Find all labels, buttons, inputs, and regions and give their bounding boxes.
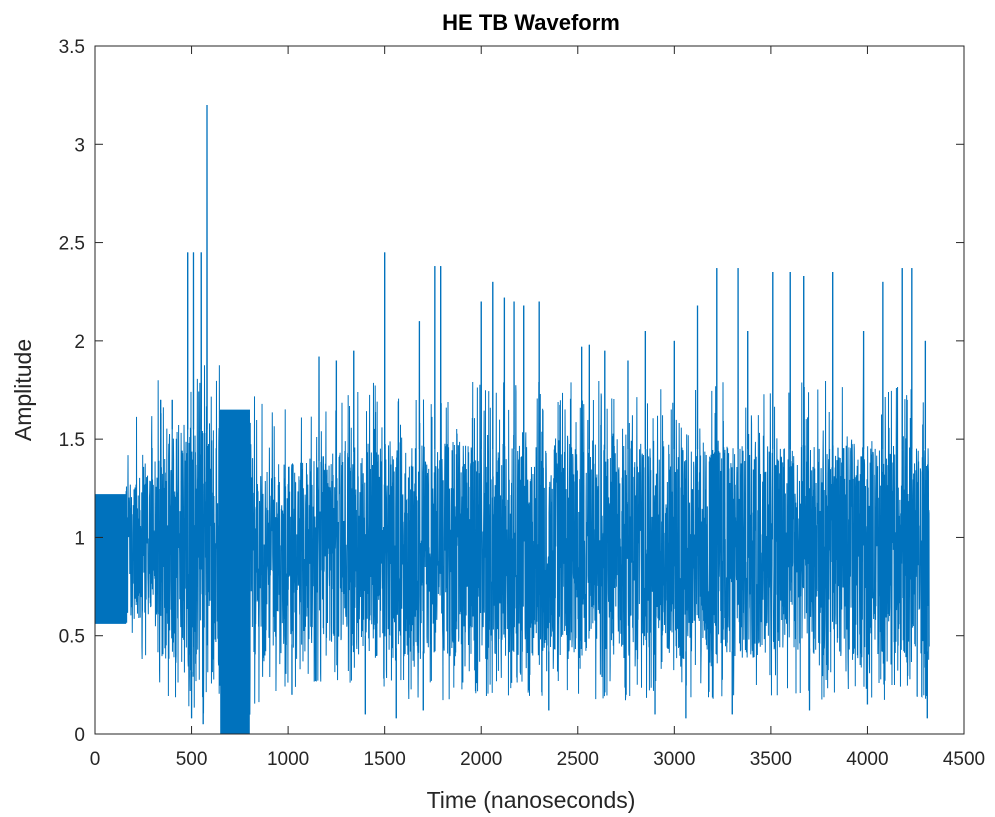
y-tick-label: 2.5 — [59, 234, 85, 255]
chart-title: HE TB Waveform — [442, 10, 620, 35]
y-tick-label: 0 — [74, 725, 85, 746]
x-tick-label: 0 — [90, 749, 101, 770]
x-tick-label: 2000 — [460, 749, 502, 770]
y-tick-label: 3 — [74, 135, 85, 156]
x-tick-label: 1500 — [364, 749, 406, 770]
x-tick-label: 4000 — [846, 749, 888, 770]
axes-box — [94, 45, 965, 735]
x-axis-ticks: 0 500 1000 1500 2000 2500 3000 3500 4000 4500 — [90, 46, 985, 770]
x-tick-label: 4500 — [943, 749, 985, 770]
x-tick-label: 500 — [176, 749, 208, 770]
y-tick-label: 2 — [74, 332, 85, 353]
x-tick-label: 3500 — [750, 749, 792, 770]
y-axis-label: Amplitude — [10, 339, 36, 441]
x-tick-label: 2500 — [557, 749, 599, 770]
waveform-series — [95, 104, 930, 734]
y-tick-label: 3.5 — [59, 37, 85, 58]
y-tick-label: 1 — [74, 528, 85, 549]
x-tick-label: 3000 — [653, 749, 695, 770]
y-axis-ticks: 0 0.5 1 1.5 2 2.5 3 3.5 — [59, 37, 964, 746]
x-axis-label: Time (nanoseconds) — [427, 787, 636, 813]
x-tick-label: 1000 — [267, 749, 309, 770]
y-tick-label: 0.5 — [59, 627, 85, 648]
y-tick-label: 1.5 — [59, 430, 85, 451]
